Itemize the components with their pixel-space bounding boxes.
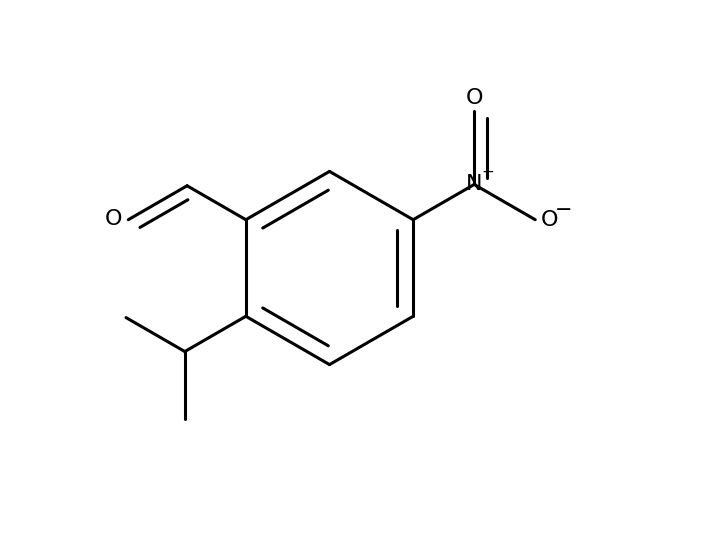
Text: N: N <box>466 174 482 195</box>
Text: +: + <box>481 166 494 181</box>
Text: −: − <box>555 200 573 220</box>
Text: O: O <box>465 88 483 108</box>
Text: O: O <box>541 210 558 230</box>
Text: O: O <box>105 209 122 229</box>
